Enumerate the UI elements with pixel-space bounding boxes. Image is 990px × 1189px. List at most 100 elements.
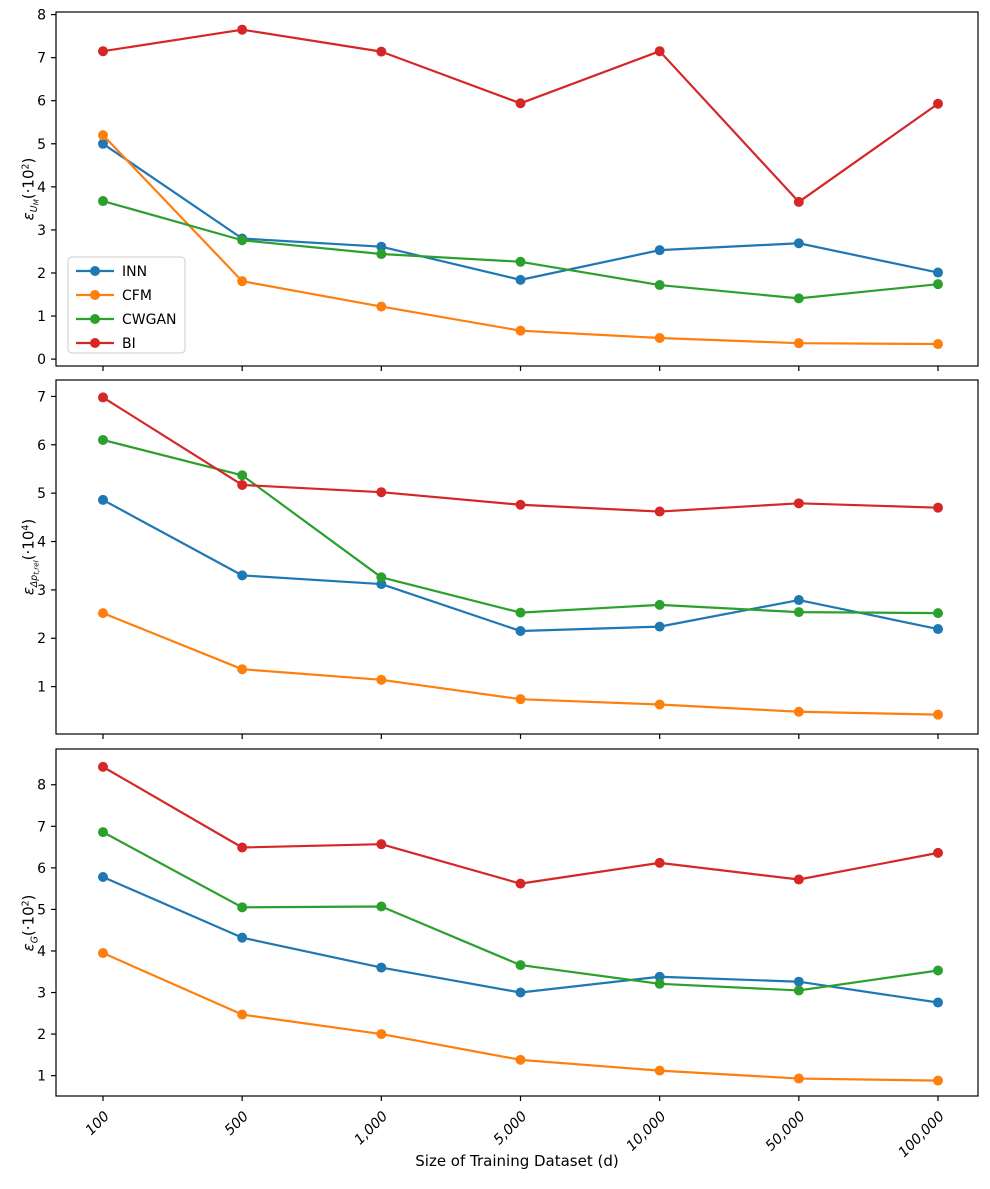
y-axis-label-part: ) [19,518,38,525]
series-BI-marker [654,857,665,868]
series-INN-marker [933,997,943,1008]
x-tick-label: 1,000 [351,1108,391,1148]
y-tick-label: 7 [37,389,46,405]
y-axis-label-2: εG(·102) [20,894,41,951]
series-CWGAN-marker [237,235,248,246]
series-CFM-marker [933,709,943,720]
y-tick-label: 3 [37,986,46,1002]
series-CFM-marker [98,608,108,619]
series-INN-marker [793,976,804,987]
series-BI-marker [933,847,943,858]
y-tick-label: 2 [37,266,46,282]
x-tick-label: 100 [83,1108,113,1138]
series-INN-marker [376,962,387,973]
series-BI-marker [515,98,526,109]
y-tick-label: 8 [37,778,46,794]
legend-label: BI [122,336,136,352]
series-CWGAN-marker [376,901,387,912]
series-INN-marker [98,494,108,505]
series-BI-marker [933,502,943,513]
y-axis-label-part: Δp [29,574,41,588]
series-BI-marker [376,839,387,850]
series-CWGAN-marker [237,902,248,913]
series-CWGAN-line [102,438,939,615]
legend-label: CFM [122,288,152,304]
y-axis-label-part: U [29,205,41,213]
series-CFM-marker [515,694,526,705]
series-INN-marker [237,570,248,581]
series-CFM-marker [793,706,804,717]
series-CWGAN-marker [793,985,804,996]
y-tick-label: 5 [37,137,46,153]
y-tick-label: 7 [37,819,46,835]
series-CFM-marker [98,948,108,959]
series-BI-marker [98,46,108,57]
series-BI-marker [654,506,665,517]
y-axis-label-part: (·10 [19,530,38,561]
series-BI-marker [98,392,108,403]
y-axis-label-part: ε [19,212,38,221]
plot-border [55,11,979,367]
series-CFM-marker [933,339,943,350]
legend-marker-sample [90,290,100,300]
y-tick-label: 1 [37,1069,46,1085]
y-axis-label-part: G [29,935,41,943]
chart-1: 1 2 3 4 5 6 7 [37,379,979,739]
series-INN-marker [933,267,943,278]
y-axis-label-part: ) [19,157,38,164]
series-CFM-marker [376,674,387,685]
series-CWGAN-marker [98,827,108,838]
plot-border [55,379,979,735]
y-tick-label: 6 [37,438,46,454]
chart-0: 0 1 2 3 4 5 6 7 8 INN CFM CWGAN BI [37,8,979,371]
y-tick-label: 1 [37,680,46,696]
series-BI-line [102,765,939,885]
x-axis-title: Size of Training Dataset (d) [415,1152,619,1170]
series-CFM-marker [933,1075,943,1086]
series-CFM-marker [237,664,248,675]
series-CWGAN-marker [793,293,804,304]
y-tick-label: 3 [37,583,46,599]
series-CFM-marker [793,338,804,349]
series-BI-marker [793,874,804,885]
x-tick-label: 500 [222,1108,252,1138]
y-axis-label-part: 2 [20,899,32,906]
series-CFM-marker [98,130,108,141]
y-tick-label: 7 [37,51,46,67]
series-INN-marker [654,971,665,982]
series-CWGAN-marker [933,965,943,976]
series-BI-marker [376,487,387,498]
series-BI-marker [933,98,943,109]
series-BI-line [102,396,939,513]
x-tick-label: 10,000 [624,1108,670,1154]
series-CWGAN-marker [515,256,526,267]
legend-marker-sample [90,314,100,324]
y-axis-label-part: 2 [20,163,32,170]
y-axis-label-part: t,rel [31,560,41,575]
series-BI-marker [515,499,526,510]
series-BI-marker [98,761,108,772]
series-CFM-marker [376,1029,387,1040]
series-BI-line [102,28,939,204]
y-tick-label: 3 [37,223,46,239]
series-CFM-marker [654,333,665,344]
series-CFM-marker [515,1054,526,1065]
series-INN-line [102,875,939,1004]
legend-marker-sample [90,338,100,348]
series-BI-marker [654,46,665,57]
series-CWGAN-marker [933,279,943,290]
series-INN-marker [98,871,108,882]
series-BI-marker [237,842,248,853]
series-CWGAN-marker [98,196,108,207]
series-BI-marker [237,479,248,490]
series-CWGAN-marker [654,280,665,291]
legend-label: INN [122,264,147,280]
series-INN-marker [933,624,943,635]
plot-border [55,748,979,1097]
y-axis-label-0: εUM(·102) [19,158,40,221]
y-tick-label: 8 [37,8,46,24]
series-CFM-marker [654,1065,665,1076]
y-tick-label: 1 [37,309,46,325]
